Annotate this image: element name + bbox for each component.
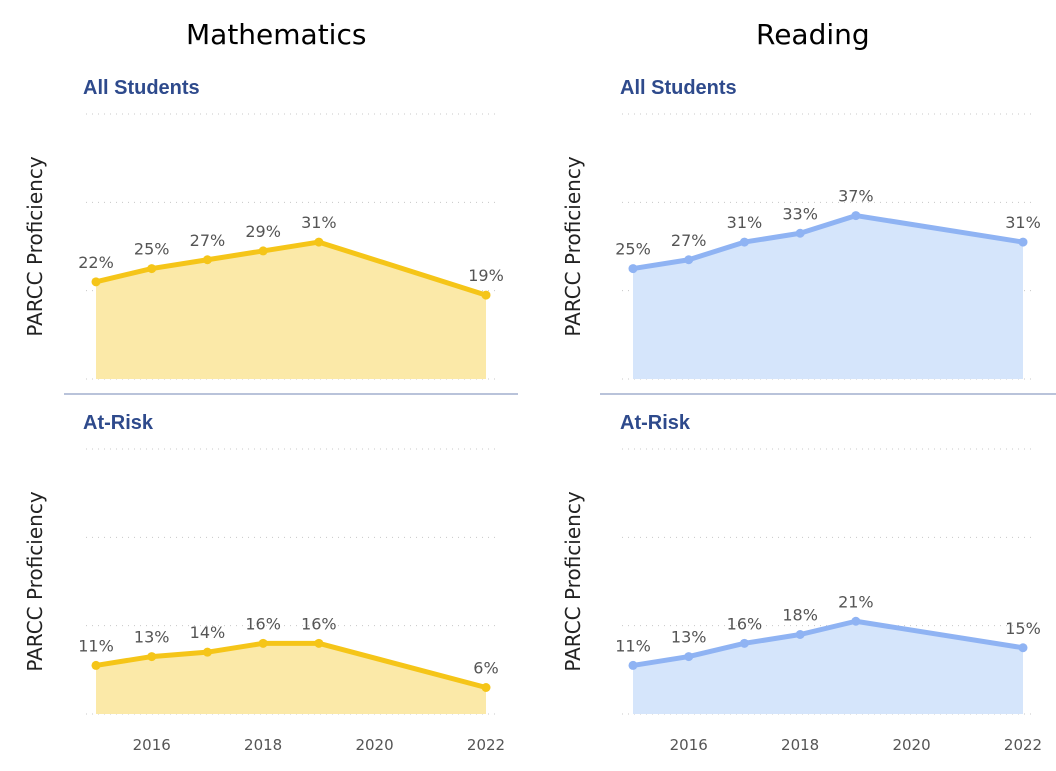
data-point [851,211,861,221]
data-point [202,255,212,265]
data-label: 31% [727,213,763,232]
y-axis-label: PARCC Proficiency [23,156,47,337]
y-axis-label: PARCC Proficiency [23,491,47,672]
panel-title: All Students [83,77,200,99]
reading-at-risk-chart: At-Risk PARCC Proficiency 11% 13% 16% 18% 21% 1… [561,412,1042,754]
data-point [147,264,157,274]
mathematics-column-title: Mathematics [186,18,367,51]
data-label: 31% [301,213,337,232]
data-label: 31% [1005,213,1041,232]
data-point [91,660,101,670]
series-line [95,640,487,690]
math-all-students-chart: All Students PARCC Proficiency 22% 25% 27% 29… [23,77,504,380]
data-point [481,290,491,300]
series-line [632,618,1024,668]
data-point [795,228,805,238]
data-point [739,638,749,648]
panel-title: At-Risk [83,412,154,434]
x-tick-label: 2022 [1004,736,1042,754]
data-label: 11% [78,636,114,655]
data-point [628,660,638,670]
data-label: 16% [301,614,337,633]
data-point [795,630,805,639]
data-point [628,264,638,274]
data-point [314,237,324,247]
data-point [1018,237,1028,247]
data-point [684,652,694,662]
data-label: 27% [190,231,226,250]
math-at-risk-chart: At-Risk PARCC Proficiency 11% 13% 14% 16% 16% 6… [23,412,505,754]
data-point [1018,643,1028,653]
data-point [684,255,694,265]
data-point [202,647,212,657]
area-fill [96,242,486,379]
data-label: 13% [671,628,707,647]
data-label: 6% [473,659,498,678]
x-tick-label: 2022 [467,736,505,754]
data-label: 37% [838,187,874,206]
data-label: 19% [468,266,504,285]
series-line [95,239,487,298]
data-label: 25% [134,240,170,259]
data-point [481,683,491,692]
data-point [739,237,749,247]
reading-column-title: Reading [756,18,870,51]
data-point [258,638,268,648]
data-label: 16% [245,614,281,633]
data-label: 25% [615,240,651,259]
x-tick-label: 2020 [355,736,393,754]
x-tick-label: 2016 [133,736,171,754]
data-label: 29% [245,222,281,241]
x-tick-label: 2018 [244,736,282,754]
y-axis-label: PARCC Proficiency [561,491,585,672]
data-point [147,652,157,662]
data-label: 27% [671,231,707,250]
data-label: 13% [134,628,170,647]
area-fill [633,621,1023,714]
data-label: 15% [1005,619,1041,638]
data-point [314,638,324,648]
area-fill [96,643,486,714]
y-axis-label: PARCC Proficiency [561,156,585,337]
x-tick-label: 2020 [892,736,930,754]
data-label: 18% [782,606,818,625]
series-line [632,213,1024,272]
x-tick-label: 2016 [670,736,708,754]
reading-all-students-chart: All Students PARCC Proficiency 25% 27% 31% 33… [561,77,1041,380]
data-label: 16% [727,614,763,633]
data-label: 11% [615,636,651,655]
x-tick-label: 2018 [781,736,819,754]
panel-title: All Students [620,77,737,99]
data-point [851,616,861,626]
data-label: 22% [78,253,114,272]
data-point [91,277,101,287]
area-fill [633,215,1023,379]
data-label: 14% [190,623,226,642]
panel-title: At-Risk [620,412,691,434]
data-point [258,246,268,256]
data-label: 21% [838,592,874,611]
data-label: 33% [782,204,818,223]
